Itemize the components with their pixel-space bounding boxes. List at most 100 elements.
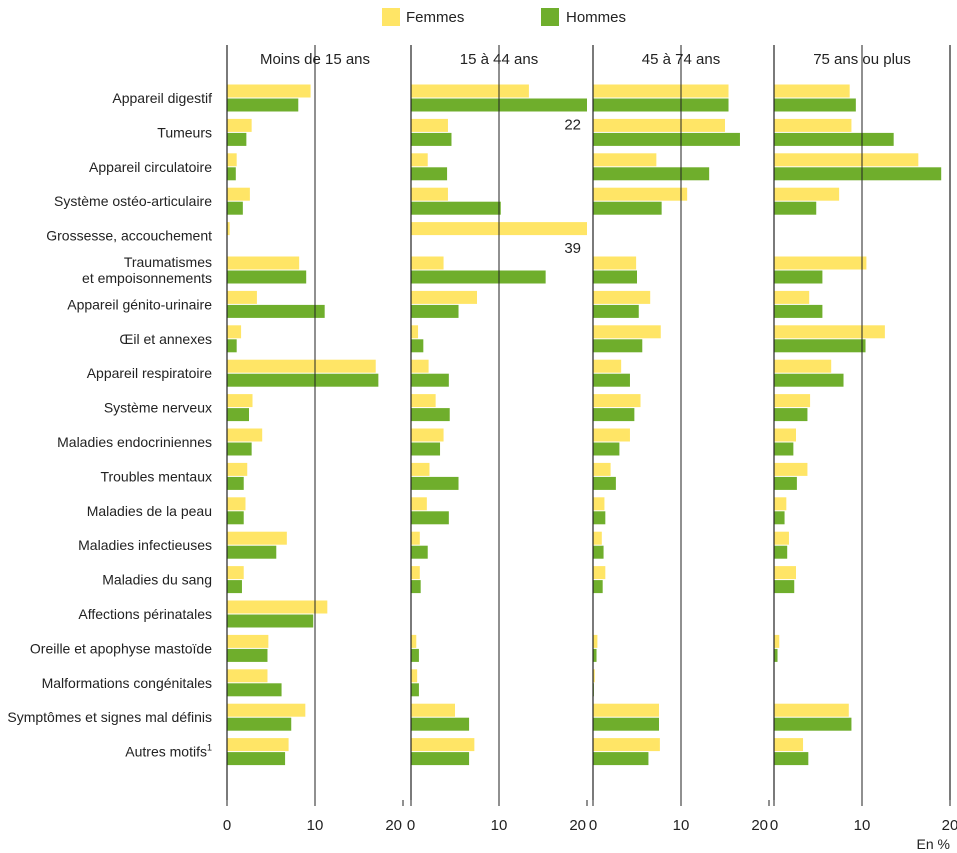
bar-hommes-1-5 [411,270,546,284]
bar-femmes-3-18 [774,703,849,717]
bar-hommes-3-9 [774,408,808,422]
tick-label-2-0: 0 [589,817,597,834]
bar-hommes-3-7 [774,339,866,353]
bar-hommes-0-1 [227,132,247,146]
bar-femmes-0-18 [227,703,306,717]
bar-hommes-2-9 [593,408,635,422]
bar-hommes-1-16 [411,648,419,662]
bar-femmes-1-13 [411,531,420,545]
bar-femmes-1-14 [411,566,420,580]
bar-hommes-2-12 [593,511,606,525]
bar-hommes-1-12 [411,511,449,525]
bar-femmes-1-9 [411,394,436,408]
bar-femmes-2-9 [593,394,641,408]
bar-femmes-2-16 [593,634,598,648]
category-label-4: Grossesse, accouchement [46,228,212,244]
bar-femmes-2-7 [593,325,661,339]
category-labels: Appareil digestif Tumeurs Appareil circula… [7,90,212,760]
bar-hommes-3-12 [774,511,785,525]
bar-femmes-3-6 [774,290,810,304]
legend-label-femmes: Femmes [406,9,464,26]
bar-hommes-2-5 [593,270,637,284]
category-label-14: Maladies du sang [102,572,212,588]
tick-label-3-20: 20 [942,817,957,834]
value-annotation-1-0: 22 [564,117,581,134]
bar-femmes-2-17 [593,669,595,683]
bar-femmes-2-5 [593,256,637,270]
bar-femmes-3-13 [774,531,789,545]
bar-hommes-1-7 [411,339,424,353]
bar-femmes-3-11 [774,462,808,476]
category-label-0: Appareil digestif [112,90,212,106]
category-label-5-line2: et empoisonnements [82,270,212,286]
bar-hommes-1-6 [411,304,459,318]
tick-label-1-10: 10 [491,817,508,834]
bar-femmes-3-7 [774,325,885,339]
category-label-1: Tumeurs [157,124,212,140]
bar-hommes-0-10 [227,442,252,456]
bar-hommes-0-14 [227,580,242,594]
bar-hommes-2-7 [593,339,643,353]
bar-hommes-3-11 [774,476,797,490]
bar-femmes-3-5 [774,256,867,270]
bar-hommes-2-3 [593,201,662,215]
bar-hommes-0-11 [227,476,244,490]
bar-femmes-1-17 [411,669,418,683]
category-label-6: Appareil génito-urinaire [67,296,212,312]
bar-femmes-0-2 [227,153,237,167]
category-label-16: Oreille et apophyse mastoïde [30,640,212,656]
bar-hommes-2-1 [593,132,740,146]
category-label-15: Affections périnatales [78,606,212,622]
tick-label-1-0: 0 [407,817,415,834]
bar-hommes-2-2 [593,167,710,181]
bar-hommes-1-11 [411,476,459,490]
bar-hommes-3-6 [774,304,823,318]
bar-femmes-0-4 [227,222,230,236]
tick-label-3-10: 10 [854,817,871,834]
category-label-3: Système ostéo-articulaire [54,193,212,209]
bar-femmes-2-3 [593,187,688,201]
tick-label-2-10: 10 [673,817,690,834]
bar-hommes-2-13 [593,545,604,559]
bar-hommes-3-18 [774,717,852,731]
bar-femmes-1-16 [411,634,417,648]
bar-femmes-1-3 [411,187,448,201]
bar-femmes-0-11 [227,462,248,476]
bar-femmes-3-2 [774,153,919,167]
bar-femmes-0-0 [227,84,311,98]
bar-hommes-0-15 [227,614,314,628]
bar-hommes-3-14 [774,580,795,594]
bar-hommes-1-9 [411,408,450,422]
bar-femmes-2-6 [593,290,651,304]
bar-hommes-2-16 [593,648,597,662]
bar-femmes-1-0 [411,84,529,98]
bar-hommes-1-1 [411,132,452,146]
bar-femmes-2-2 [593,153,657,167]
bar-hommes-0-18 [227,717,292,731]
tick-label-0-20: 20 [385,817,402,834]
bar-hommes-3-0 [774,98,856,112]
legend-label-hommes: Hommes [566,9,626,26]
bar-hommes-2-19 [593,752,649,766]
bar-hommes-2-18 [593,717,659,731]
bar-hommes-1-13 [411,545,428,559]
bar-hommes-3-3 [774,201,817,215]
category-label-18: Symptômes et signes mal définis [7,709,212,725]
bar-femmes-0-5 [227,256,300,270]
bar-hommes-0-16 [227,648,268,662]
bar-hommes-3-16 [774,648,778,662]
tick-label-3-0: 0 [770,817,778,834]
bar-femmes-3-10 [774,428,796,442]
bar-femmes-3-14 [774,566,796,580]
bar-femmes-0-6 [227,290,257,304]
bar-hommes-3-19 [774,752,809,766]
bar-femmes-0-3 [227,187,250,201]
bar-hommes-0-19 [227,752,286,766]
bar-femmes-0-19 [227,738,289,752]
bar-hommes-1-17 [411,683,419,697]
bar-femmes-3-1 [774,118,852,132]
bar-femmes-0-15 [227,600,328,614]
bar-femmes-1-5 [411,256,444,270]
